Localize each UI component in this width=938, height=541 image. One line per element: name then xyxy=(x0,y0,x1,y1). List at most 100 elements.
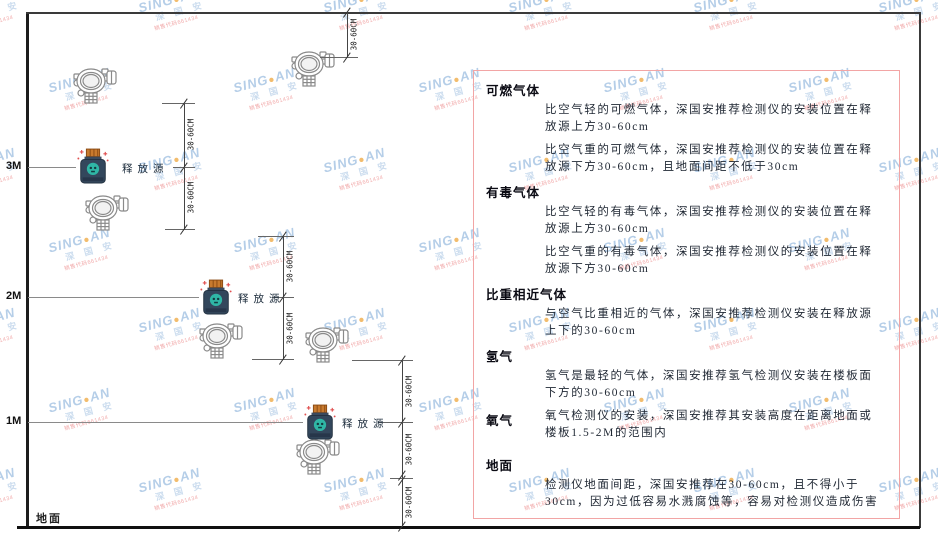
brand-dot-icon: ● xyxy=(267,393,277,407)
brand-dot-icon: ● xyxy=(357,153,367,167)
brand-watermark-code: 销售代码661434 xyxy=(153,14,200,33)
brand-watermark-text: SING●AN xyxy=(46,384,112,416)
brand-dot-icon: ● xyxy=(172,473,182,487)
brand-watermark-text: SING●AN xyxy=(231,384,297,416)
brand-dot-icon: ● xyxy=(172,153,182,167)
release-source-label: 释放源 xyxy=(122,164,169,175)
section-oxygen: 氧气 氧气检测仪的安装，深国安推荐其安装高度在距离地面或楼板1.5-2M的范围内 xyxy=(486,408,889,441)
brand-watermark-code: 销售代码661434 xyxy=(0,334,15,353)
gas-detector-icon xyxy=(304,325,350,363)
dimension-extension xyxy=(320,57,358,58)
level-line-1m xyxy=(28,422,303,423)
gas-detector-icon xyxy=(290,49,336,87)
dimension-label: 30-60CM xyxy=(186,118,196,151)
gas-detector-icon xyxy=(295,437,341,475)
dimension-line xyxy=(347,12,348,57)
section-heading: 氧气 xyxy=(486,414,514,428)
dimension-extension xyxy=(378,422,413,423)
brand-dot-icon: ● xyxy=(172,0,182,7)
right-wall-line xyxy=(919,12,921,528)
dimension-extension xyxy=(352,360,413,361)
section-heading: 氢气 xyxy=(486,350,514,364)
section-paragraph: 检测仪地面间距，深国安推荐在30-60cm，且不得小于30cm，因为过低容易水溅… xyxy=(545,479,879,508)
release-source-label: 释放源 xyxy=(342,419,389,430)
gas-detector-icon xyxy=(72,66,118,104)
brand-watermark-text: SING●AN xyxy=(136,304,202,336)
brand-dot-icon: ● xyxy=(357,313,367,327)
dimension-line xyxy=(402,360,403,527)
brand-watermark-code: 销售代码661434 xyxy=(0,174,15,193)
section-toxic-gas: 有毒气体 比空气轻的有毒气体，深国安推荐检测仪的安装位置在释放源上方30-60c… xyxy=(486,182,889,277)
ceiling-line xyxy=(26,12,920,14)
brand-dot-icon: ● xyxy=(452,73,462,87)
section-paragraph: 与空气比重相近的气体，深国安推荐检测仪安装在释放源上下的30-60cm xyxy=(545,308,873,337)
brand-watermark-cn: 深 国 安 xyxy=(64,399,117,423)
brand-watermark-code: 销售代码661434 xyxy=(338,174,385,193)
gas-detector-icon xyxy=(198,321,244,359)
gas-detector-icon xyxy=(84,193,130,231)
brand-dot-icon: ● xyxy=(267,73,277,87)
brand-dot-icon: ● xyxy=(82,393,92,407)
section-heading: 地面 xyxy=(486,459,514,473)
brand-watermark-cn: 深 国 安 xyxy=(339,159,392,183)
section-similar-density-gas: 比重相近气体 与空气比重相近的气体，深国安推荐检测仪安装在释放源上下的30-60… xyxy=(486,284,889,339)
section-heading: 有毒气体 xyxy=(486,186,541,200)
dimension-extension xyxy=(162,103,195,104)
axis-label-3m: 3M xyxy=(6,160,22,172)
section-flammable-gas: 可燃气体 比空气轻的可燃气体，深国安推荐检测仪的安装位置在释放源上方30-60c… xyxy=(486,80,889,175)
brand-watermark-text: SING●AN xyxy=(0,464,17,485)
dimension-label: 30-60CM xyxy=(285,312,295,345)
brand-dot-icon: ● xyxy=(727,0,737,7)
installation-guideline-panel: 可燃气体 比空气轻的可燃气体，深国安推荐检测仪的安装位置在释放源上方30-60c… xyxy=(473,70,900,519)
dimension-label: 30-60CM xyxy=(404,375,414,408)
section-paragraph: 比空气轻的可燃气体，深国安推荐检测仪的安装位置在释放源上方30-60cm xyxy=(545,104,873,133)
brand-watermark-text: SING●AN xyxy=(321,144,387,176)
section-heading: 可燃气体 xyxy=(486,84,541,98)
section-ground: 地面 检测仪地面间距，深国安推荐在30-60cm，且不得小于30cm，因为过低容… xyxy=(486,455,889,510)
dimension-extension xyxy=(165,229,195,230)
axis-label-1m: 1M xyxy=(6,415,22,427)
brand-dot-icon: ● xyxy=(172,313,182,327)
dimension-label: 30-60CM xyxy=(404,486,414,519)
brand-watermark-code: 销售代码661434 xyxy=(248,94,295,113)
section-paragraph: 氢气是最轻的气体，深国安推荐氢气检测仪安装在楼板面下方的30-60cm xyxy=(545,370,873,399)
brand-watermark-cn: 深 国 安 xyxy=(249,399,302,423)
brand-watermark-cn: 深 国 安 xyxy=(894,159,938,183)
brand-watermark-cn: 深 国 安 xyxy=(0,479,22,503)
release-source-label: 释放源 xyxy=(238,294,285,305)
brand-watermark-code: 销售代码661434 xyxy=(0,494,15,513)
brand-watermark-cn: 深 国 安 xyxy=(0,319,22,343)
brand-dot-icon: ● xyxy=(452,393,462,407)
brand-watermark-code: 销售代码661434 xyxy=(63,254,110,273)
release-source-icon xyxy=(76,148,110,186)
dimension-label: 30-60CM xyxy=(186,181,196,214)
level-line-3m xyxy=(28,167,76,168)
brand-watermark-text: SING●AN xyxy=(0,0,19,16)
section-heading: 比重相近气体 xyxy=(486,288,568,302)
dimension-label: 30-60CM xyxy=(349,18,359,51)
brand-watermark-cn: 深 国 安 xyxy=(154,479,207,503)
brand-watermark-cn: 深 国 安 xyxy=(64,239,117,263)
brand-watermark-cn: 深 国 安 xyxy=(894,479,938,503)
brand-dot-icon: ● xyxy=(357,473,367,487)
section-paragraph: 比空气轻的有毒气体，深国安推荐检测仪的安装位置在释放源上方30-60cm xyxy=(545,206,873,235)
brand-dot-icon: ● xyxy=(542,0,552,7)
brand-dot-icon: ● xyxy=(452,233,462,247)
brand-watermark-cn: 深 国 安 xyxy=(339,479,392,503)
brand-watermark-text: SING●AN xyxy=(231,64,297,96)
brand-watermark-code: 销售代码661434 xyxy=(153,494,200,513)
axis-label-2m: 2M xyxy=(6,290,22,302)
section-paragraph: 比空气重的可燃气体，深国安推荐检测仪的安装位置在释放源下方30-60cm，且地面… xyxy=(545,144,873,173)
dimension-extension xyxy=(252,359,294,360)
